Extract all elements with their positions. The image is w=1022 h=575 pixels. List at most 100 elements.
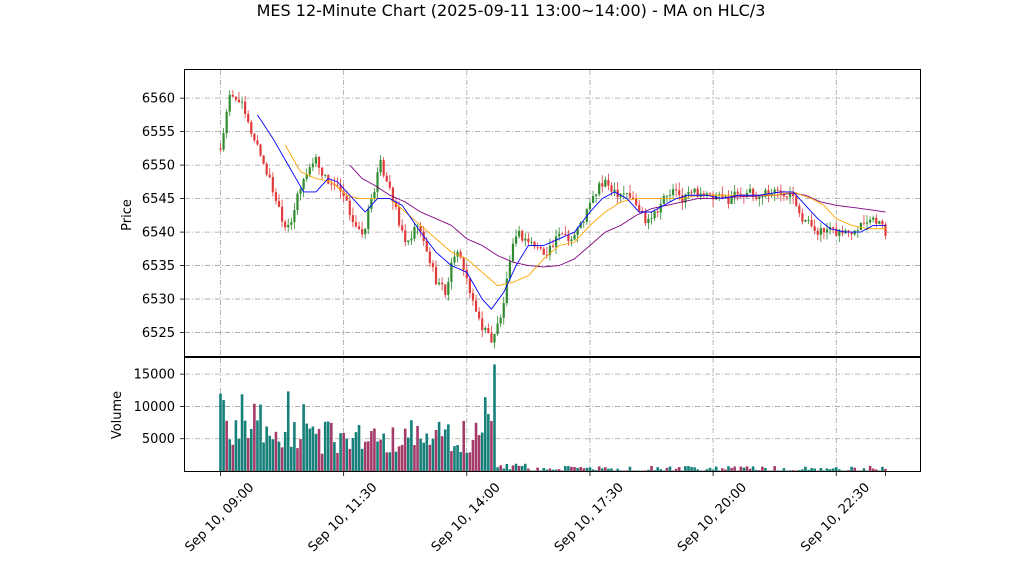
- volume-bar: [274, 431, 278, 471]
- volume-bar: [708, 467, 712, 471]
- candle: [788, 186, 792, 205]
- volume-bar: [588, 467, 592, 471]
- candle: [764, 187, 767, 198]
- volume-bar: [807, 469, 810, 471]
- candle: [711, 192, 715, 207]
- candle: [536, 242, 539, 251]
- candle: [431, 260, 435, 272]
- volume-bar: [397, 446, 401, 471]
- candle: [508, 255, 511, 282]
- volume-bar: [348, 448, 352, 471]
- volume-bar: [508, 469, 512, 471]
- candle-body: [872, 217, 875, 220]
- volume-bar: [844, 470, 847, 471]
- volume-bar: [271, 439, 275, 471]
- candle-body: [287, 224, 290, 228]
- candle-body: [813, 226, 816, 231]
- volume-bar: [834, 467, 838, 471]
- candle: [878, 220, 881, 225]
- volume-bar: [382, 433, 385, 471]
- candle: [856, 227, 859, 238]
- candle: [404, 224, 407, 247]
- candle-body: [367, 208, 370, 230]
- candle-body: [736, 191, 739, 194]
- volume-bar: [317, 428, 321, 471]
- candle: [739, 187, 742, 200]
- candle-body: [293, 210, 296, 223]
- candle-body: [348, 200, 351, 216]
- candle-body: [364, 229, 367, 235]
- candle-body: [684, 194, 687, 203]
- candle-body: [558, 233, 561, 237]
- candle: [280, 199, 284, 228]
- volume-bar: [523, 463, 527, 471]
- candle-body: [752, 188, 755, 198]
- candle: [361, 221, 364, 238]
- volume-bar: [687, 466, 690, 471]
- candle-body: [225, 111, 228, 134]
- candle: [320, 166, 324, 181]
- volume-tick-label: 5000: [142, 432, 175, 447]
- candle: [484, 326, 487, 333]
- candle-body: [382, 160, 385, 176]
- volume-bar: [671, 470, 675, 471]
- volume-bar: [400, 444, 404, 471]
- volume-bar: [825, 468, 829, 471]
- volume-bar: [761, 466, 764, 471]
- volume-bar: [403, 428, 407, 471]
- candle-body: [271, 177, 274, 193]
- volume-bar: [570, 466, 573, 471]
- candle: [468, 278, 471, 299]
- candle-body: [548, 245, 552, 256]
- candle-body: [733, 191, 736, 198]
- candle-body: [253, 133, 256, 141]
- candle-body: [668, 194, 672, 196]
- candle-body: [801, 213, 804, 222]
- candle: [262, 155, 265, 165]
- candle-body: [542, 248, 545, 255]
- candle-body: [810, 219, 813, 227]
- candle: [570, 236, 573, 247]
- price-axis-title: Price: [120, 199, 135, 231]
- candle: [397, 201, 401, 228]
- candle-body: [305, 174, 308, 180]
- price-tick-label: 6560: [142, 92, 175, 107]
- x-tick-label: Sep 10, 14:00: [429, 480, 504, 555]
- candle-body: [385, 175, 388, 182]
- volume-bar: [311, 426, 315, 471]
- volume-bar: [564, 466, 567, 471]
- candle: [785, 195, 789, 201]
- candle-body: [299, 189, 302, 194]
- volume-bar: [576, 467, 579, 471]
- candle-body: [342, 191, 345, 197]
- volume-bar: [600, 468, 604, 471]
- candle-body: [376, 172, 379, 192]
- volume-bar: [520, 465, 524, 471]
- volume-y-axis: 5000 10000 15000: [134, 368, 185, 447]
- volume-bar: [240, 394, 244, 471]
- candle: [601, 175, 604, 193]
- candle-body: [601, 183, 604, 187]
- candle: [773, 187, 776, 202]
- volume-bar: [656, 467, 659, 471]
- candle: [564, 226, 567, 236]
- candle-body: [816, 230, 819, 235]
- volume-bar: [748, 468, 752, 471]
- moving-average-layer: [257, 114, 886, 310]
- candle: [850, 231, 853, 240]
- volume-bar: [314, 433, 318, 471]
- candle-body: [878, 221, 881, 224]
- volume-bar: [631, 470, 635, 471]
- candle-body: [539, 247, 542, 249]
- candle-body: [428, 251, 431, 264]
- candle-body: [373, 191, 376, 199]
- candle: [524, 232, 527, 247]
- candle-body: [345, 196, 348, 201]
- volume-bar: [597, 466, 601, 471]
- candle: [835, 222, 838, 237]
- volume-bar: [674, 468, 678, 471]
- candle-body: [471, 293, 475, 301]
- volume-bar: [539, 470, 542, 471]
- volume-bar: [582, 468, 586, 471]
- volume-bar: [705, 469, 709, 471]
